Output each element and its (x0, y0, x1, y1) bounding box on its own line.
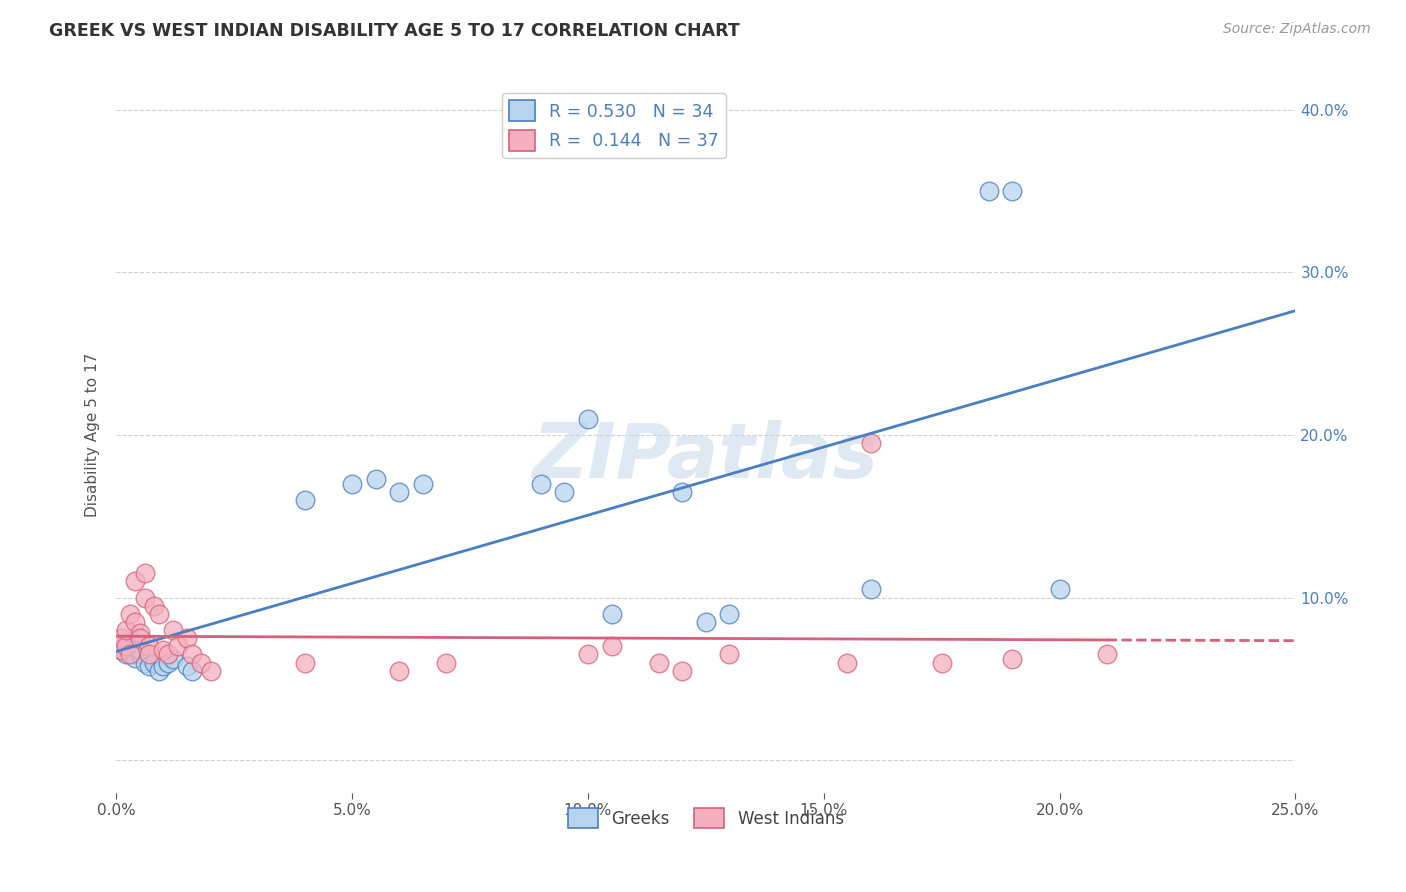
Point (157, 648, 180, 662)
Point (124, 574, 146, 589)
Point (128, 632, 150, 646)
Point (180, 648, 202, 662)
Point (1001, 652, 1024, 666)
Point (190, 656, 212, 670)
Point (134, 656, 156, 670)
Point (340, 476, 363, 491)
Point (436, 656, 458, 670)
Point (124, 650, 146, 665)
Point (143, 656, 166, 670)
Point (162, 652, 184, 666)
Point (110, 632, 132, 646)
Point (977, 184, 1000, 198)
Point (148, 607, 170, 621)
Point (294, 493, 316, 508)
Point (600, 640, 623, 654)
Point (671, 485, 693, 500)
Point (388, 664, 411, 678)
Point (110, 642, 132, 657)
Point (600, 607, 623, 621)
Point (176, 632, 198, 646)
Point (1095, 648, 1118, 662)
Point (718, 648, 741, 662)
Point (138, 640, 160, 654)
Point (143, 599, 166, 613)
Point (647, 656, 669, 670)
Point (176, 658, 198, 673)
Point (114, 636, 136, 650)
Point (152, 658, 174, 673)
Point (166, 640, 188, 654)
Text: ZIPatlas: ZIPatlas (533, 419, 879, 493)
Point (128, 642, 150, 657)
Point (388, 485, 411, 500)
Point (294, 656, 316, 670)
Point (120, 640, 142, 654)
Point (859, 582, 882, 597)
Legend: Greeks, West Indians: Greeks, West Indians (561, 802, 851, 834)
Point (138, 648, 160, 662)
Text: Source: ZipAtlas.com: Source: ZipAtlas.com (1223, 22, 1371, 37)
Point (695, 615, 717, 629)
Point (837, 656, 859, 670)
Point (124, 615, 146, 629)
Point (412, 476, 434, 491)
Point (134, 591, 156, 605)
Text: GREEK VS WEST INDIAN DISABILITY AGE 5 TO 17 CORRELATION CHART: GREEK VS WEST INDIAN DISABILITY AGE 5 TO… (49, 22, 740, 40)
Point (162, 623, 184, 637)
Point (148, 664, 170, 678)
Point (114, 648, 136, 662)
Point (120, 607, 142, 621)
Point (128, 648, 150, 662)
Point (152, 642, 174, 657)
Point (718, 607, 741, 621)
Point (1049, 582, 1071, 597)
Point (931, 656, 953, 670)
Point (576, 411, 599, 425)
Y-axis label: Disability Age 5 to 17: Disability Age 5 to 17 (86, 353, 100, 517)
Point (180, 664, 202, 678)
Point (530, 476, 553, 491)
Point (128, 626, 150, 640)
Point (120, 642, 142, 657)
Point (200, 664, 222, 678)
Point (110, 642, 132, 657)
Point (364, 472, 387, 486)
Point (114, 640, 136, 654)
Point (114, 623, 136, 637)
Point (671, 664, 693, 678)
Point (859, 436, 882, 450)
Point (124, 636, 146, 650)
Point (1001, 184, 1024, 198)
Point (553, 485, 575, 500)
Point (138, 658, 160, 673)
Point (120, 648, 142, 662)
Point (157, 656, 180, 670)
Point (134, 566, 156, 581)
Point (576, 648, 599, 662)
